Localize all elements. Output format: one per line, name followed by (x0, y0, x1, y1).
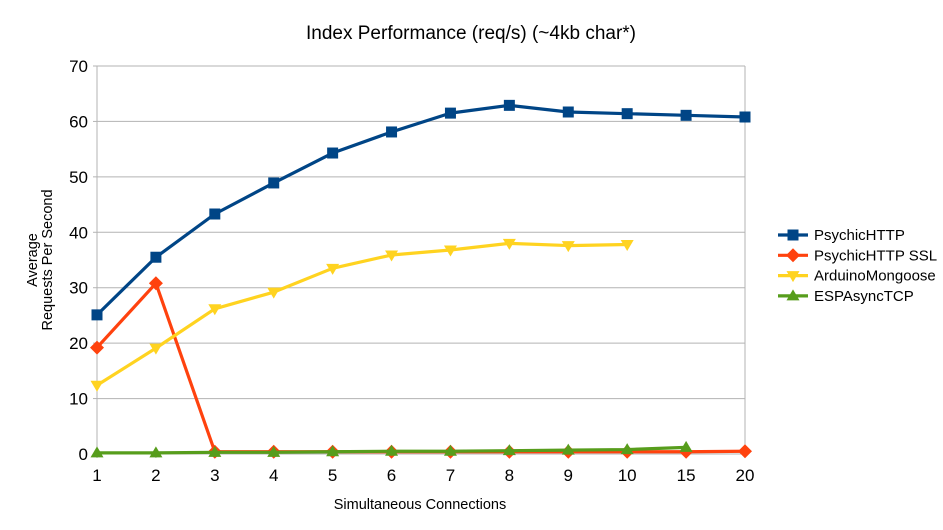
legend-item-psychichttp: PsychicHTTP (778, 227, 905, 244)
legend-label: PsychicHTTP (814, 227, 905, 244)
y-tick-label: 0 (79, 445, 88, 464)
data-point-marker (208, 445, 222, 457)
legend-swatch-marker (786, 271, 800, 283)
x-tick-label: 6 (387, 466, 396, 485)
series-espasynctcp (90, 440, 693, 458)
data-point-marker (267, 445, 281, 457)
x-tick-label: 10 (618, 466, 637, 485)
x-tick-label: 15 (677, 466, 696, 485)
series-psychichttp (91, 99, 751, 321)
series-line (95, 241, 629, 387)
x-tick-label: 8 (505, 466, 514, 485)
y-axis-title-line2: Requests Per Second (40, 189, 56, 330)
data-point-marker (502, 444, 516, 456)
series-line (95, 103, 747, 317)
legend-swatch-marker (786, 248, 800, 263)
data-point-marker (738, 444, 752, 459)
series-line (95, 281, 747, 454)
legend-swatch-marker (786, 289, 800, 301)
data-point-marker (150, 251, 162, 263)
data-point-marker (561, 443, 575, 455)
data-point-marker (208, 304, 222, 316)
data-point-marker (620, 443, 634, 455)
x-tick-label: 9 (564, 466, 573, 485)
grid-and-axes: 0 10 20 30 40 50 60 70 1 2 3 4 5 6 7 8 9 10 15 20 (69, 57, 754, 485)
y-tick-label: 70 (69, 57, 88, 76)
data-point-marker (386, 126, 398, 138)
data-point-marker (502, 238, 516, 250)
x-axis-title: Simultaneous Connections (334, 497, 507, 513)
data-point-marker (679, 440, 693, 452)
data-point-marker (562, 106, 574, 118)
data-point-marker (90, 446, 104, 458)
y-tick-label: 30 (69, 279, 88, 298)
data-point-marker (326, 263, 340, 275)
data-point-marker (620, 239, 634, 251)
legend-item-espasynctcp: ESPAsyncTCP (778, 288, 914, 305)
series-layer (90, 99, 752, 459)
data-point-marker (267, 287, 281, 299)
data-point-marker (444, 107, 456, 119)
data-point-marker (680, 109, 692, 121)
data-point-marker (739, 111, 751, 123)
data-point-marker (149, 446, 163, 458)
data-point-marker (149, 343, 163, 355)
x-tick-label: 1 (92, 466, 101, 485)
data-point-marker (503, 99, 515, 111)
legend-label: PsychicHTTP SSL (814, 247, 937, 264)
legend: PsychicHTTP PsychicHTTP SSL ArduinoMongoos… (778, 227, 937, 305)
data-point-marker (385, 250, 399, 262)
x-tick-label: 7 (446, 466, 455, 485)
y-axis-title-line1: Average (25, 233, 41, 287)
data-point-marker (326, 445, 340, 457)
data-point-marker (90, 380, 104, 392)
data-point-marker (209, 208, 221, 220)
y-tick-label: 50 (69, 168, 88, 187)
legend-item-arduinomongoose: ArduinoMongoose (778, 268, 936, 285)
data-point-marker (443, 245, 457, 257)
series-arduinomongoose (90, 238, 634, 392)
y-tick-label: 20 (69, 334, 88, 353)
y-tick-label: 60 (69, 112, 88, 131)
data-point-marker (90, 340, 104, 355)
legend-label: ArduinoMongoose (814, 268, 936, 285)
x-tick-label: 5 (328, 466, 337, 485)
data-point-marker (385, 444, 399, 456)
series-psychichttp-ssl (90, 276, 752, 459)
x-tick-label: 20 (736, 466, 755, 485)
data-point-marker (91, 309, 103, 321)
x-tick-label: 2 (151, 466, 160, 485)
y-tick-label: 10 (69, 390, 88, 409)
chart-title: Index Performance (req/s) (~4kb char*) (306, 23, 636, 44)
y-tick-label: 40 (69, 223, 88, 242)
data-point-marker (443, 444, 457, 456)
data-point-marker (327, 147, 339, 159)
data-point-marker (561, 241, 575, 253)
x-tick-label: 4 (269, 466, 278, 485)
legend-label: ESPAsyncTCP (814, 288, 914, 305)
x-tick-label: 3 (210, 466, 219, 485)
legend-swatch-marker (787, 229, 799, 241)
data-point-marker (621, 108, 633, 120)
y-axis-title: Average Requests Per Second (25, 189, 56, 330)
data-point-marker (268, 177, 280, 189)
legend-item-psychichttp-ssl: PsychicHTTP SSL (778, 247, 937, 264)
data-point-marker (148, 276, 163, 291)
